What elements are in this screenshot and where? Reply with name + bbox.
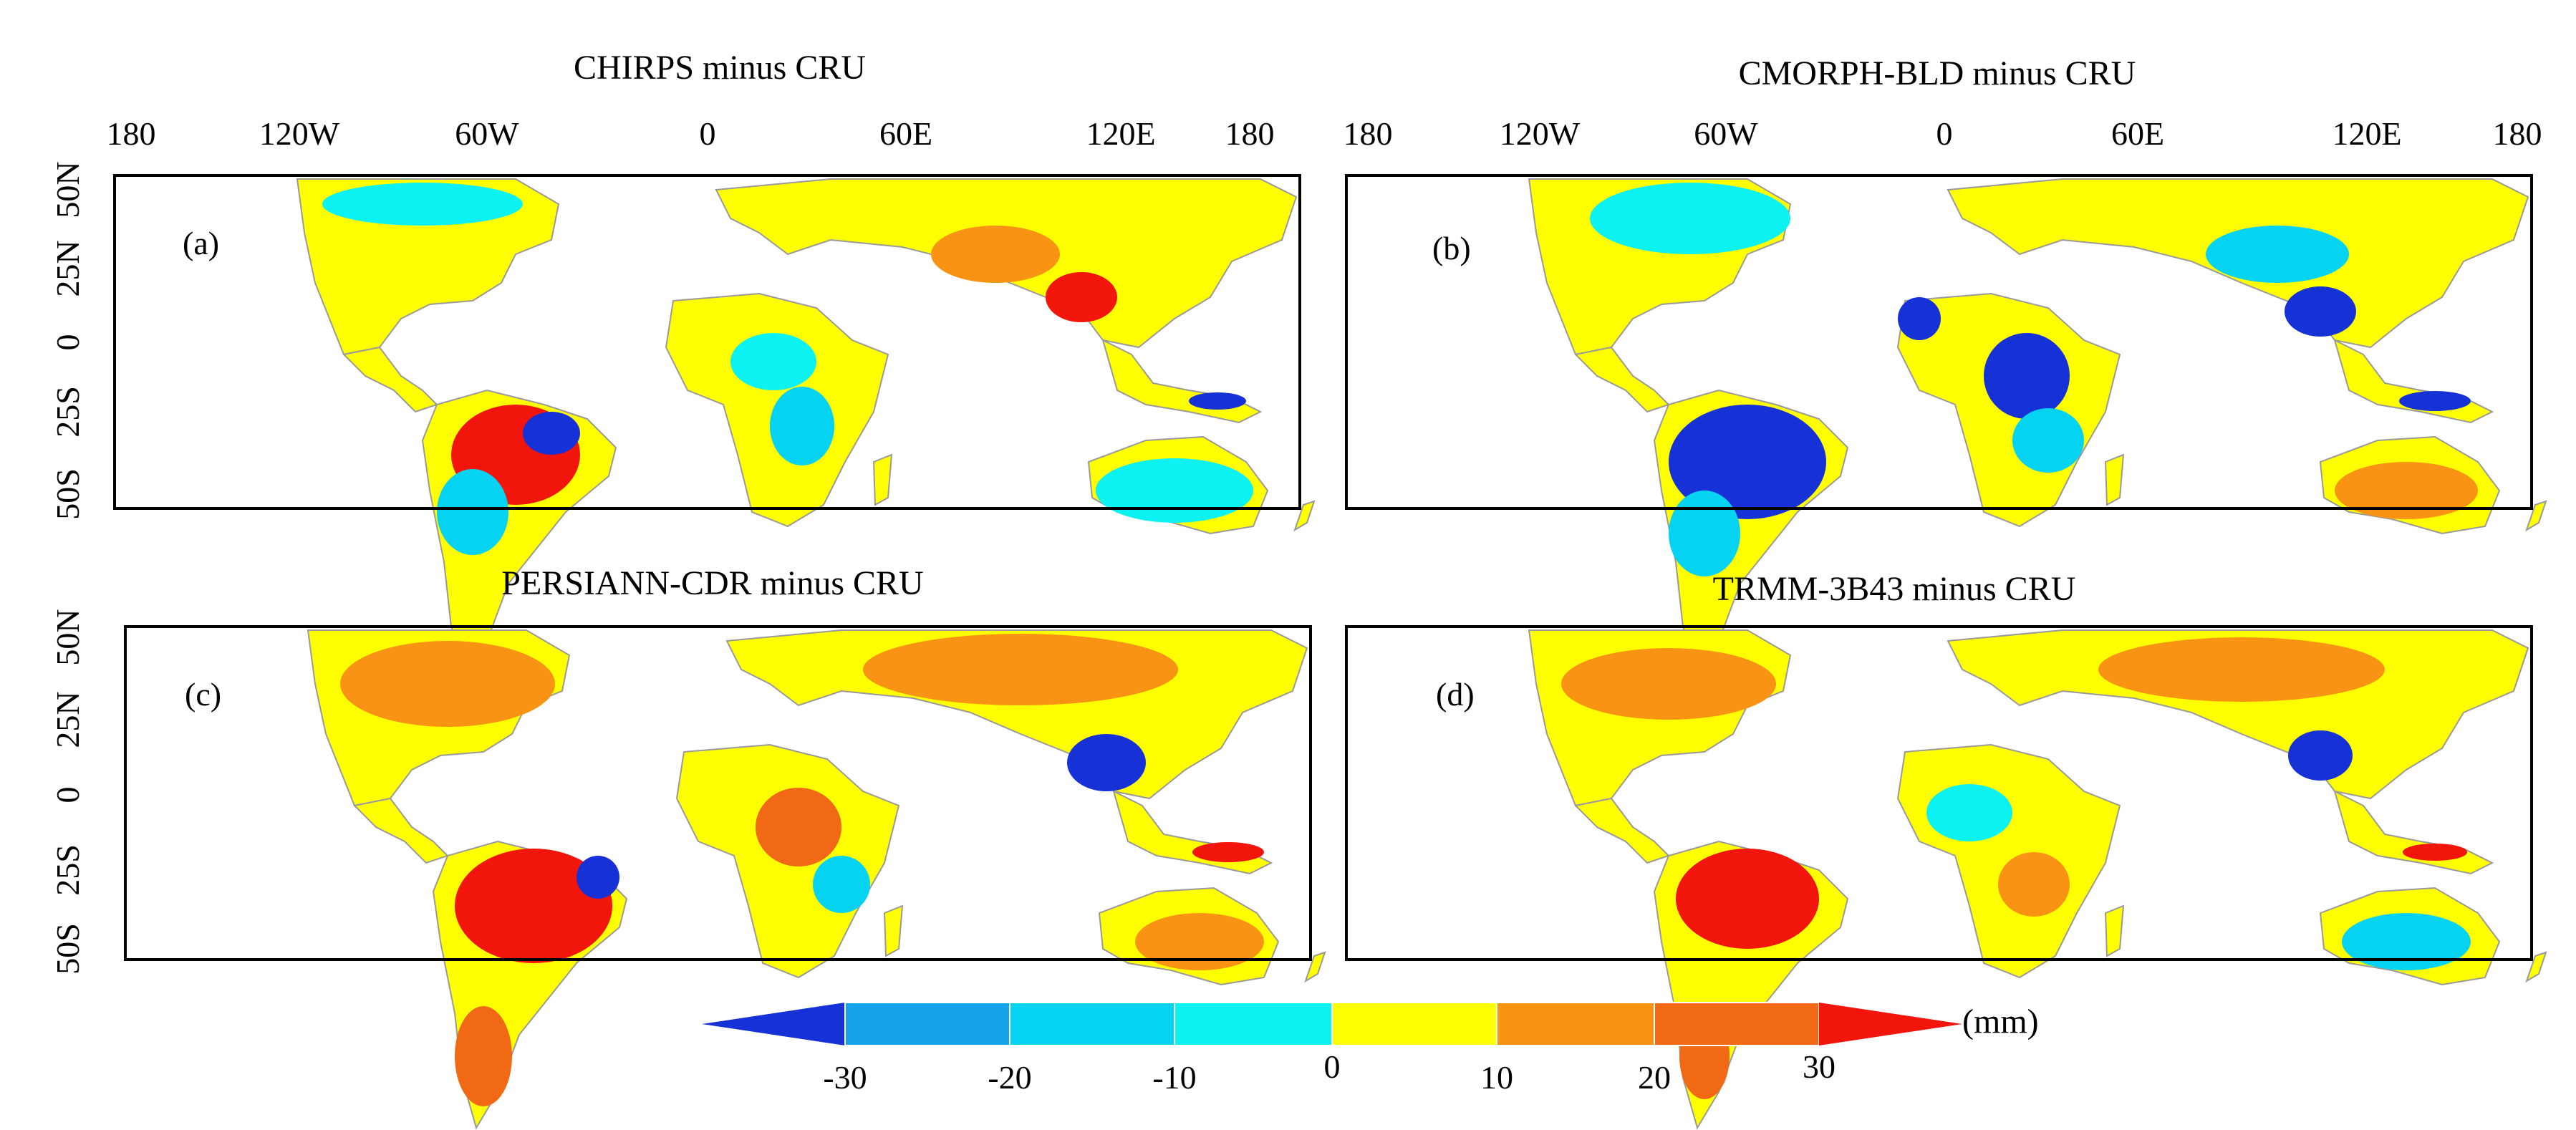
panel-c-anomalies <box>340 634 1264 1106</box>
panel-c-title: PERSIANN-CDR minus CRU <box>501 564 923 602</box>
lon-tick: 0 <box>700 115 716 152</box>
lon-tick: 60E <box>2111 115 2164 152</box>
colorbar-tick: -20 <box>988 1059 1031 1096</box>
lat-tick: 0 <box>49 787 86 803</box>
lon-tick: 180 <box>1344 115 1393 152</box>
lat-tick: 25N <box>49 240 86 296</box>
panel-c-frame <box>124 625 1312 961</box>
colorbar-bin <box>1331 1002 1497 1046</box>
lon-tick: 120E <box>1086 115 1155 152</box>
lat-tick: 25N <box>49 691 86 748</box>
lat-tick: 25S <box>49 844 86 896</box>
colorbar-tick: 30 <box>1803 1048 1835 1085</box>
lat-tick: 50S <box>49 468 86 520</box>
panel-d-title: TRMM-3B43 minus CRU <box>1713 570 2076 608</box>
panel-a-frame <box>113 174 1301 510</box>
colorbar-bin <box>1174 1002 1333 1046</box>
colorbar-tick: -10 <box>1152 1059 1196 1096</box>
lon-tick: 60W <box>1694 115 1758 152</box>
colorbar-tick: 0 <box>1324 1048 1341 1085</box>
panel-c <box>124 625 1326 1129</box>
lon-tick: 0 <box>1936 115 1953 152</box>
panel-d-frame <box>1345 625 2533 961</box>
colorbar-bin <box>1654 1002 1820 1046</box>
lat-tick: 25S <box>49 386 86 438</box>
lon-tick: 180 <box>107 115 156 152</box>
colorbar-extend-high <box>1819 1003 1962 1046</box>
panel-d-label: (d) <box>1436 676 1475 713</box>
panel-b-frame <box>1345 174 2533 510</box>
panel-b-anomalies <box>1590 183 2478 576</box>
lat-axis-top: 50N 25N 0 25S 50S <box>49 161 86 519</box>
colorbar-extend-low <box>702 1003 845 1046</box>
panel-c-label: (c) <box>185 676 221 713</box>
panel-b-title: CMORPH-BLD minus CRU <box>1739 54 2136 92</box>
lon-axis-right: 180 120W 60W 0 60E 120E 180 <box>1344 115 2542 152</box>
colorbar-bin <box>1009 1002 1175 1046</box>
lon-tick: 180 <box>1225 115 1275 152</box>
colorbar-unit: (mm) <box>1962 1003 2039 1040</box>
lon-tick: 120W <box>259 115 340 152</box>
lat-tick: 50N <box>49 161 86 218</box>
lon-tick: 120W <box>1500 115 1581 152</box>
colorbar-tick: -30 <box>823 1059 867 1096</box>
panel-b-label: (b) <box>1432 230 1471 266</box>
panel-d-anomalies <box>1561 637 2471 1099</box>
lat-axis-bottom: 50N 25N 0 25S 50S <box>49 609 86 974</box>
lon-axis-left: 180 120W 60W 0 60E 120E 180 <box>107 115 1275 152</box>
lat-tick: 0 <box>49 334 86 351</box>
panel-a-anomalies <box>322 183 1253 555</box>
colorbar-bin <box>1496 1002 1655 1046</box>
panel-d <box>1345 625 2547 1129</box>
lat-tick: 50S <box>49 923 86 975</box>
lon-tick: 60W <box>455 115 519 152</box>
colorbar-tick: 20 <box>1638 1059 1671 1096</box>
lon-tick: 60E <box>879 115 932 152</box>
panel-a <box>113 174 1315 677</box>
colorbar-tick: 10 <box>1480 1059 1513 1096</box>
colorbar-bin <box>844 1002 1010 1046</box>
panel-a-label: (a) <box>183 225 219 261</box>
lat-tick: 50N <box>49 609 86 665</box>
panel-b <box>1345 174 2547 677</box>
lon-tick: 180 <box>2493 115 2542 152</box>
colorbar: (mm) -30 -20 -10 0 10 20 30 <box>702 1002 2039 1096</box>
panel-a-title: CHIRPS minus CRU <box>574 49 866 87</box>
lon-tick: 120E <box>2332 115 2401 152</box>
